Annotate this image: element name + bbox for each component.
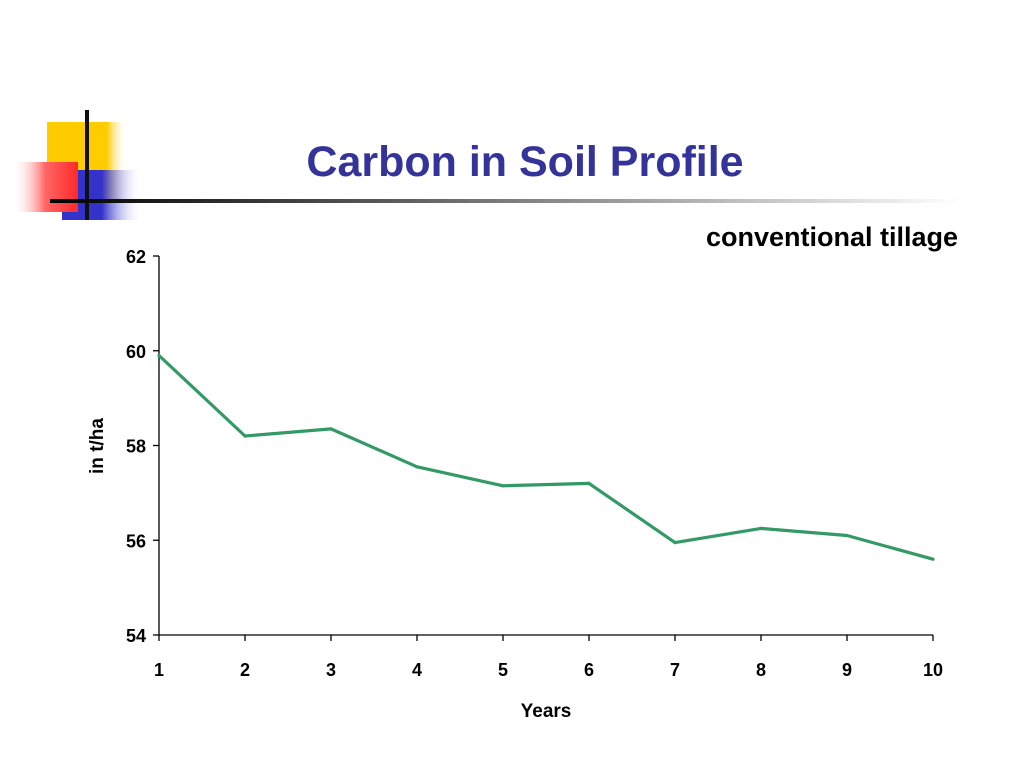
x-tick-label: 3 (326, 660, 336, 680)
data-point (587, 481, 591, 485)
x-tick-label: 2 (240, 660, 250, 680)
y-tick-label: 62 (126, 247, 146, 267)
x-tick-label: 1 (154, 660, 164, 680)
y-tick-label: 56 (126, 531, 146, 551)
x-tick-label: 10 (923, 660, 943, 680)
title-decoration (12, 110, 962, 220)
deco-red-square (12, 162, 78, 212)
data-point (931, 557, 935, 561)
x-tick-label: 8 (756, 660, 766, 680)
series-line (157, 354, 934, 561)
data-point (415, 465, 419, 469)
slide-title: Carbon in Soil Profile (306, 138, 744, 186)
data-point (501, 484, 505, 488)
x-tick-label: 5 (498, 660, 508, 680)
x-tick-label: 9 (842, 660, 852, 680)
data-point (759, 526, 763, 531)
data-point (157, 353, 161, 358)
x-axis-ticks: 1 2 3 4 5 6 7 8 9 10 (154, 635, 943, 680)
x-tick-label: 7 (670, 660, 680, 680)
x-tick-label: 4 (412, 660, 422, 680)
chart-subtitle: conventional tillage (705, 222, 958, 252)
series-group (157, 353, 935, 561)
deco-horizontal-rule (50, 199, 962, 203)
y-tick-label: 60 (126, 342, 146, 362)
x-axis-label: Years (521, 701, 572, 722)
x-tick-label: 6 (584, 660, 594, 680)
data-point (673, 541, 677, 545)
y-tick-label: 54 (126, 626, 146, 646)
data-point (845, 533, 849, 538)
y-axis-ticks: 54 56 58 60 62 (126, 247, 159, 646)
data-point (329, 427, 333, 431)
y-axis-label: in t/ha (87, 418, 108, 474)
y-tick-label: 58 (126, 437, 146, 457)
deco-vertical-rule (85, 110, 89, 220)
chart-axes (158, 256, 933, 636)
data-point (243, 434, 247, 438)
